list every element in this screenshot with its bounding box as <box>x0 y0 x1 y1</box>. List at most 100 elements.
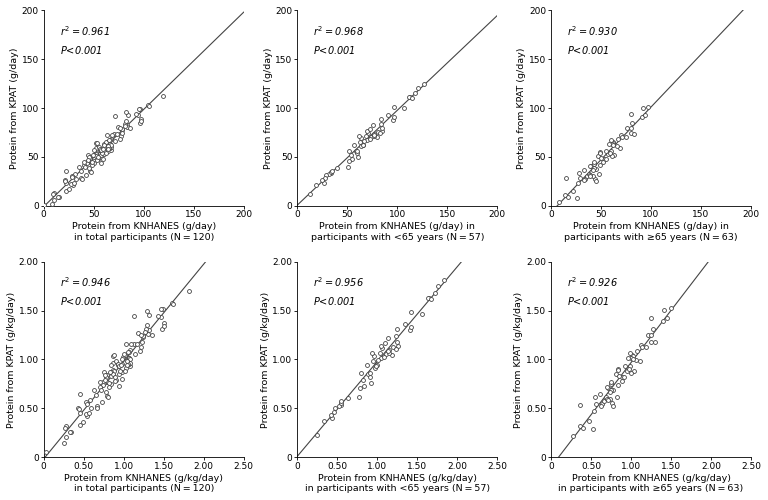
Point <box>355 370 367 378</box>
Point <box>80 398 92 406</box>
Point <box>343 146 355 154</box>
Point <box>376 124 388 132</box>
Point <box>136 338 148 346</box>
Point <box>123 354 135 362</box>
Point <box>132 110 144 118</box>
Point <box>598 396 611 404</box>
Point <box>104 140 116 148</box>
Point <box>606 400 618 407</box>
Point <box>365 132 377 140</box>
Point <box>95 146 108 154</box>
Point <box>104 140 117 148</box>
Point <box>391 338 403 346</box>
Point <box>141 330 154 338</box>
Point <box>386 342 399 350</box>
Point <box>607 402 620 410</box>
Point <box>60 188 72 196</box>
Point <box>137 334 149 342</box>
Point <box>84 167 96 175</box>
Point <box>368 352 380 360</box>
Point <box>627 367 640 375</box>
Text: $P$<0.001: $P$<0.001 <box>567 295 610 307</box>
Point <box>104 135 117 143</box>
Point <box>108 130 121 138</box>
Point <box>571 194 584 202</box>
Point <box>376 127 389 135</box>
Point <box>91 404 104 412</box>
Point <box>611 135 624 143</box>
Point <box>634 357 646 365</box>
Point <box>621 124 634 132</box>
Point <box>94 386 107 394</box>
Point <box>639 111 651 119</box>
Point <box>114 367 126 375</box>
Point <box>664 304 677 312</box>
Point <box>605 378 617 386</box>
Point <box>105 370 118 378</box>
Point <box>142 101 154 109</box>
Point <box>375 115 387 123</box>
Point <box>90 391 102 399</box>
Text: $r^2$ = 0.968: $r^2$ = 0.968 <box>313 24 364 38</box>
Point <box>101 131 113 139</box>
Point <box>88 153 101 161</box>
Point <box>90 152 102 160</box>
Point <box>73 405 85 413</box>
Point <box>399 320 411 328</box>
Point <box>567 432 579 440</box>
Point <box>122 110 134 118</box>
Point <box>133 106 145 114</box>
Point <box>429 289 441 297</box>
Point <box>577 424 589 432</box>
Point <box>103 136 115 144</box>
Point <box>624 349 636 357</box>
Point <box>364 378 376 386</box>
Point <box>109 137 121 145</box>
Point <box>84 157 96 165</box>
Point <box>591 152 604 160</box>
Point <box>151 312 164 320</box>
Point <box>139 328 151 336</box>
Point <box>406 94 418 102</box>
Point <box>362 129 374 137</box>
Point <box>51 193 64 201</box>
Point <box>559 191 571 199</box>
Point <box>107 352 119 360</box>
Point <box>38 200 50 208</box>
Point <box>76 418 88 426</box>
Point <box>376 344 389 352</box>
Point <box>123 360 135 368</box>
Point <box>134 330 147 338</box>
Point <box>86 158 98 166</box>
Point <box>360 132 372 140</box>
Point <box>605 380 617 388</box>
Point <box>156 325 168 333</box>
Point <box>364 135 376 143</box>
Point <box>66 174 78 182</box>
Point <box>107 370 119 378</box>
Point <box>601 396 614 404</box>
Point <box>91 156 103 164</box>
Point <box>100 138 112 146</box>
Point <box>574 402 587 409</box>
Point <box>624 110 637 118</box>
Point <box>91 138 103 146</box>
Point <box>658 306 670 314</box>
Y-axis label: Protein from KPAT (g/day): Protein from KPAT (g/day) <box>517 48 526 169</box>
Point <box>645 314 657 322</box>
Point <box>111 360 124 368</box>
Point <box>118 122 131 130</box>
Point <box>578 176 591 184</box>
Point <box>75 174 88 182</box>
Point <box>46 200 58 208</box>
Point <box>111 356 123 364</box>
Point <box>342 394 354 402</box>
Point <box>588 164 601 172</box>
Point <box>183 287 195 295</box>
Point <box>574 174 586 182</box>
Point <box>81 158 93 166</box>
Point <box>631 346 644 354</box>
Point <box>82 156 94 164</box>
Point <box>596 400 608 408</box>
Point <box>355 142 367 150</box>
